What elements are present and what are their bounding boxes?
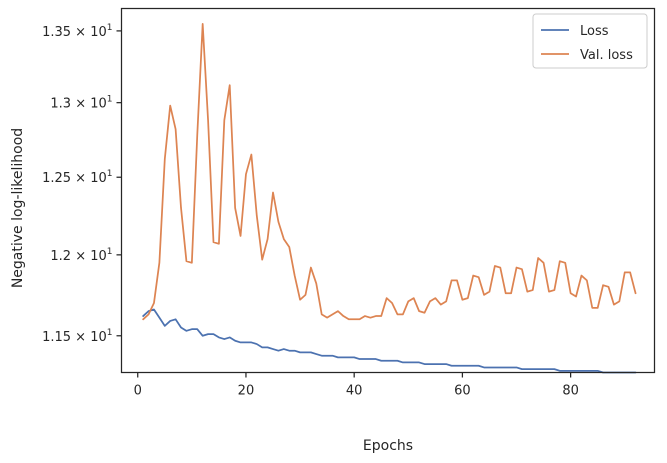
plot-frame <box>120 7 656 374</box>
x-axis-label: Epochs <box>363 438 413 454</box>
x-tick-label: 20 <box>238 384 255 399</box>
y-tick-label: 1.25 × 101 <box>42 169 112 186</box>
y-axis-label: Negative log-likelihood <box>10 128 26 288</box>
legend-label-val-loss: Val. loss <box>580 48 633 63</box>
y-tick-label: 1.3 × 101 <box>50 95 112 112</box>
y-tick-label: 1.2 × 101 <box>50 247 112 264</box>
legend-label-loss: Loss <box>580 24 609 39</box>
series-line-1 <box>142 22 637 321</box>
x-tick-label: 80 <box>562 384 579 399</box>
x-axis: 0 20 40 60 80 <box>134 372 579 399</box>
plot-area <box>142 22 637 374</box>
x-tick-label: 60 <box>454 384 471 399</box>
series-line-0 <box>142 308 637 374</box>
legend: Loss Val. loss <box>532 13 648 69</box>
x-tick-label: 40 <box>346 384 363 399</box>
x-tick-label: 0 <box>134 384 142 399</box>
y-axis: 1.15 × 101 1.2 × 101 1.25 × 101 1.3 × 101 1.… <box>42 23 122 345</box>
y-tick-label: 1.35 × 101 <box>42 23 112 40</box>
y-tick-label: 1.15 × 101 <box>42 328 112 345</box>
